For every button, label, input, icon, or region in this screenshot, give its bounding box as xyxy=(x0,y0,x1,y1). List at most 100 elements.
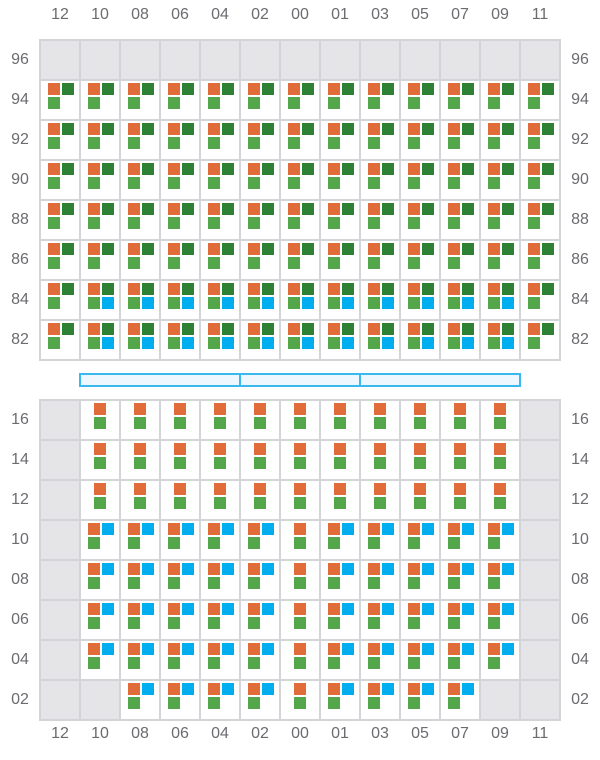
grid-cell[interactable] xyxy=(321,521,359,559)
grid-cell[interactable] xyxy=(201,241,239,279)
grid-cell[interactable] xyxy=(481,601,519,639)
grid-cell[interactable] xyxy=(481,441,519,479)
grid-cell[interactable] xyxy=(481,521,519,559)
grid-cell[interactable] xyxy=(281,201,319,239)
grid-cell[interactable] xyxy=(401,641,439,679)
grid-cell[interactable] xyxy=(161,281,199,319)
grid-cell[interactable] xyxy=(201,641,239,679)
grid-cell[interactable] xyxy=(441,601,479,639)
grid-cell[interactable] xyxy=(121,401,159,439)
grid-cell[interactable] xyxy=(481,241,519,279)
grid-cell[interactable] xyxy=(161,681,199,719)
grid-cell[interactable] xyxy=(121,641,159,679)
grid-cell[interactable] xyxy=(441,81,479,119)
grid-cell[interactable] xyxy=(81,441,119,479)
grid-cell[interactable] xyxy=(161,561,199,599)
grid-cell[interactable] xyxy=(81,521,119,559)
grid-cell[interactable] xyxy=(401,201,439,239)
grid-cell[interactable] xyxy=(81,241,119,279)
grid-cell[interactable] xyxy=(521,121,559,159)
grid-cell[interactable] xyxy=(441,521,479,559)
grid-cell[interactable] xyxy=(41,161,79,199)
grid-cell[interactable] xyxy=(121,321,159,359)
grid-cell[interactable] xyxy=(401,161,439,199)
grid-cell[interactable] xyxy=(401,681,439,719)
grid-cell[interactable] xyxy=(161,121,199,159)
grid-cell[interactable] xyxy=(361,241,399,279)
grid-cell[interactable] xyxy=(41,241,79,279)
grid-cell[interactable] xyxy=(121,161,159,199)
grid-cell[interactable] xyxy=(161,241,199,279)
grid-cell[interactable] xyxy=(321,321,359,359)
grid-cell[interactable] xyxy=(121,241,159,279)
grid-cell[interactable] xyxy=(121,481,159,519)
grid-cell[interactable] xyxy=(361,321,399,359)
grid-cell[interactable] xyxy=(481,121,519,159)
grid-cell[interactable] xyxy=(441,281,479,319)
grid-cell[interactable] xyxy=(41,81,79,119)
grid-cell[interactable] xyxy=(241,241,279,279)
grid-cell[interactable] xyxy=(321,241,359,279)
grid-cell[interactable] xyxy=(321,81,359,119)
grid-cell[interactable] xyxy=(241,81,279,119)
grid-cell[interactable] xyxy=(441,561,479,599)
grid-cell[interactable] xyxy=(121,121,159,159)
grid-cell[interactable] xyxy=(201,201,239,239)
grid-cell[interactable] xyxy=(521,201,559,239)
grid-cell[interactable] xyxy=(201,81,239,119)
grid-cell[interactable] xyxy=(281,121,319,159)
grid-cell[interactable] xyxy=(81,641,119,679)
grid-cell[interactable] xyxy=(201,281,239,319)
grid-cell[interactable] xyxy=(161,521,199,559)
grid-cell[interactable] xyxy=(481,161,519,199)
grid-cell[interactable] xyxy=(321,601,359,639)
grid-cell[interactable] xyxy=(161,441,199,479)
grid-cell[interactable] xyxy=(401,281,439,319)
grid-cell[interactable] xyxy=(241,481,279,519)
grid-cell[interactable] xyxy=(361,401,399,439)
grid-cell[interactable] xyxy=(361,161,399,199)
grid-cell[interactable] xyxy=(201,481,239,519)
grid-cell[interactable] xyxy=(521,281,559,319)
grid-cell[interactable] xyxy=(281,161,319,199)
grid-cell[interactable] xyxy=(281,561,319,599)
grid-cell[interactable] xyxy=(241,161,279,199)
grid-cell[interactable] xyxy=(81,401,119,439)
grid-cell[interactable] xyxy=(281,81,319,119)
grid-cell[interactable] xyxy=(241,521,279,559)
grid-cell[interactable] xyxy=(321,681,359,719)
grid-cell[interactable] xyxy=(361,121,399,159)
grid-cell[interactable] xyxy=(361,481,399,519)
grid-cell[interactable] xyxy=(281,441,319,479)
grid-cell[interactable] xyxy=(241,561,279,599)
grid-cell[interactable] xyxy=(81,281,119,319)
grid-cell[interactable] xyxy=(321,161,359,199)
grid-cell[interactable] xyxy=(281,281,319,319)
grid-cell[interactable] xyxy=(241,281,279,319)
grid-cell[interactable] xyxy=(321,641,359,679)
grid-cell[interactable] xyxy=(441,441,479,479)
grid-cell[interactable] xyxy=(241,441,279,479)
grid-cell[interactable] xyxy=(201,681,239,719)
grid-cell[interactable] xyxy=(441,241,479,279)
grid-cell[interactable] xyxy=(121,681,159,719)
grid-cell[interactable] xyxy=(321,201,359,239)
grid-cell[interactable] xyxy=(441,201,479,239)
grid-cell[interactable] xyxy=(521,321,559,359)
grid-cell[interactable] xyxy=(201,121,239,159)
grid-cell[interactable] xyxy=(281,241,319,279)
grid-cell[interactable] xyxy=(241,641,279,679)
grid-cell[interactable] xyxy=(321,561,359,599)
grid-cell[interactable] xyxy=(481,321,519,359)
grid-cell[interactable] xyxy=(441,401,479,439)
grid-cell[interactable] xyxy=(401,521,439,559)
grid-cell[interactable] xyxy=(241,601,279,639)
grid-cell[interactable] xyxy=(241,681,279,719)
grid-cell[interactable] xyxy=(441,161,479,199)
grid-cell[interactable] xyxy=(121,521,159,559)
grid-cell[interactable] xyxy=(201,321,239,359)
grid-cell[interactable] xyxy=(81,561,119,599)
grid-cell[interactable] xyxy=(161,321,199,359)
grid-cell[interactable] xyxy=(281,641,319,679)
grid-cell[interactable] xyxy=(201,401,239,439)
